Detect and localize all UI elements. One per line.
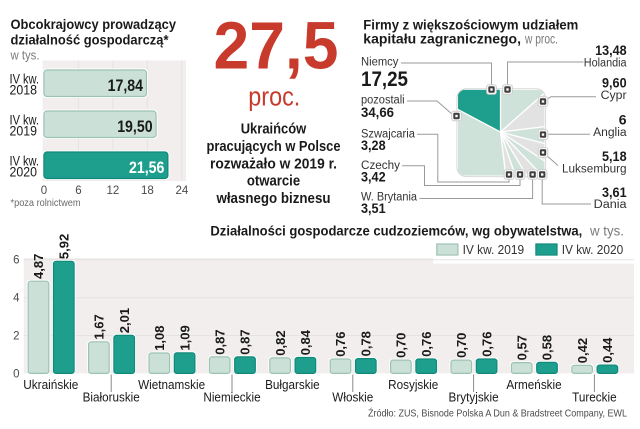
svg-text:Luksemburg: Luksemburg bbox=[562, 163, 627, 175]
svg-text:Szwajcaria: Szwajcaria bbox=[361, 129, 415, 141]
svg-text:IV kw.: IV kw. bbox=[10, 154, 40, 169]
svg-text:0,57: 0,57 bbox=[514, 335, 529, 360]
svg-text:*poza rolnictwem: *poza rolnictwem bbox=[11, 197, 81, 209]
svg-text:18: 18 bbox=[141, 185, 154, 197]
svg-text:0,76: 0,76 bbox=[419, 331, 434, 356]
svg-text:0,82: 0,82 bbox=[273, 330, 288, 355]
svg-text:0,42: 0,42 bbox=[575, 338, 590, 363]
svg-text:0: 0 bbox=[41, 185, 47, 197]
svg-text:Niemieckie: Niemieckie bbox=[203, 389, 260, 404]
svg-text:Bułgarskie: Bułgarskie bbox=[265, 377, 320, 392]
svg-text:Rosyjskie: Rosyjskie bbox=[388, 377, 438, 392]
svg-text:działalność gospodarczą*: działalność gospodarczą* bbox=[11, 32, 169, 48]
svg-text:Cypr: Cypr bbox=[601, 90, 627, 102]
svg-text:13,48: 13,48 bbox=[595, 42, 627, 58]
svg-text:proc.: proc. bbox=[248, 81, 300, 111]
svg-text:Działalności gospodarcze cudzo: Działalności gospodarcze cudzoziemców, w… bbox=[210, 223, 582, 239]
svg-text:Włoskie: Włoskie bbox=[332, 389, 373, 404]
svg-text:Źródło: ZUS, Bisnode Polska A: Źródło: ZUS, Bisnode Polska A Dun & Brad… bbox=[368, 407, 627, 420]
svg-text:Obcokrajowcy prowadzący: Obcokrajowcy prowadzący bbox=[11, 16, 177, 32]
svg-text:0,58: 0,58 bbox=[540, 335, 555, 360]
svg-text:otwarcie: otwarcie bbox=[247, 174, 300, 190]
svg-text:0,87: 0,87 bbox=[212, 329, 227, 354]
svg-text:IV kw. 2019: IV kw. 2019 bbox=[463, 242, 524, 257]
svg-text:Tureckie: Tureckie bbox=[572, 389, 617, 404]
svg-text:0,76: 0,76 bbox=[479, 331, 494, 356]
svg-text:rozważało w 2019 r.: rozważało w 2019 r. bbox=[210, 156, 337, 172]
svg-text:21,56: 21,56 bbox=[129, 159, 164, 177]
svg-text:Białoruskie: Białoruskie bbox=[83, 389, 140, 404]
svg-text:0,70: 0,70 bbox=[394, 333, 409, 358]
svg-text:2: 2 bbox=[13, 330, 19, 342]
svg-text:Ukraińców: Ukraińców bbox=[241, 122, 307, 138]
svg-text:Niemcy: Niemcy bbox=[361, 56, 399, 68]
svg-text:12: 12 bbox=[107, 185, 120, 197]
svg-text:24: 24 bbox=[176, 185, 189, 197]
svg-text:w tys.: w tys. bbox=[10, 48, 40, 63]
svg-text:2019: 2019 bbox=[10, 124, 38, 139]
svg-text:0,87: 0,87 bbox=[238, 329, 253, 354]
svg-text:w proc.: w proc. bbox=[524, 31, 558, 46]
svg-text:2,01: 2,01 bbox=[117, 308, 132, 333]
svg-text:Holandia: Holandia bbox=[584, 58, 627, 70]
svg-text:W. Brytania: W. Brytania bbox=[361, 192, 418, 204]
svg-text:IV kw.: IV kw. bbox=[10, 72, 40, 87]
svg-text:1,09: 1,09 bbox=[177, 325, 192, 350]
svg-text:IV kw. 2020: IV kw. 2020 bbox=[562, 242, 624, 257]
svg-text:0,44: 0,44 bbox=[600, 337, 615, 363]
svg-text:0: 0 bbox=[13, 368, 19, 380]
svg-text:pozostali: pozostali bbox=[361, 94, 405, 106]
svg-text:3,61: 3,61 bbox=[602, 184, 627, 200]
svg-text:Anglia: Anglia bbox=[593, 127, 627, 139]
svg-text:3,42: 3,42 bbox=[361, 169, 386, 185]
svg-text:3,28: 3,28 bbox=[361, 137, 386, 153]
svg-text:Wietnamskie: Wietnamskie bbox=[138, 377, 205, 392]
svg-text:0,70: 0,70 bbox=[454, 333, 469, 358]
svg-text:9,60: 9,60 bbox=[602, 75, 627, 91]
svg-text:3,51: 3,51 bbox=[361, 200, 386, 216]
svg-text:Czechy: Czechy bbox=[361, 160, 400, 172]
svg-text:0,76: 0,76 bbox=[333, 331, 348, 356]
svg-text:5,92: 5,92 bbox=[57, 234, 72, 259]
svg-text:6: 6 bbox=[13, 255, 19, 267]
svg-text:w tys.: w tys. bbox=[589, 224, 624, 239]
svg-text:IV kw.: IV kw. bbox=[10, 113, 40, 128]
svg-text:2018: 2018 bbox=[10, 83, 38, 98]
svg-text:0,84: 0,84 bbox=[298, 329, 313, 355]
svg-text:5,18: 5,18 bbox=[602, 148, 627, 164]
svg-text:kapitału zagranicznego,: kapitału zagranicznego, bbox=[363, 30, 521, 46]
svg-text:pracujących w Polsce: pracujących w Polsce bbox=[207, 139, 341, 155]
svg-text:27,5: 27,5 bbox=[214, 8, 339, 83]
svg-text:Dania: Dania bbox=[594, 199, 628, 211]
svg-text:4: 4 bbox=[13, 293, 20, 305]
svg-text:2020: 2020 bbox=[10, 165, 38, 180]
svg-text:Armeńskie: Armeńskie bbox=[506, 377, 561, 392]
svg-text:1,08: 1,08 bbox=[152, 325, 167, 350]
svg-text:19,50: 19,50 bbox=[117, 118, 152, 136]
svg-text:6: 6 bbox=[619, 112, 627, 128]
svg-text:0,78: 0,78 bbox=[359, 331, 374, 356]
svg-text:17,25: 17,25 bbox=[361, 68, 408, 91]
svg-text:1,67: 1,67 bbox=[92, 314, 107, 339]
svg-text:17,84: 17,84 bbox=[108, 77, 144, 95]
svg-text:34,66: 34,66 bbox=[361, 104, 394, 120]
svg-text:własnego biznesu: własnego biznesu bbox=[216, 191, 331, 207]
svg-text:Firmy z większościowym udziałe: Firmy z większościowym udziałem bbox=[363, 17, 578, 33]
svg-text:4,87: 4,87 bbox=[31, 254, 46, 279]
svg-text:Brytyjskie: Brytyjskie bbox=[449, 389, 499, 404]
svg-text:6: 6 bbox=[75, 185, 81, 197]
svg-text:Ukraińskie: Ukraińskie bbox=[23, 377, 78, 392]
